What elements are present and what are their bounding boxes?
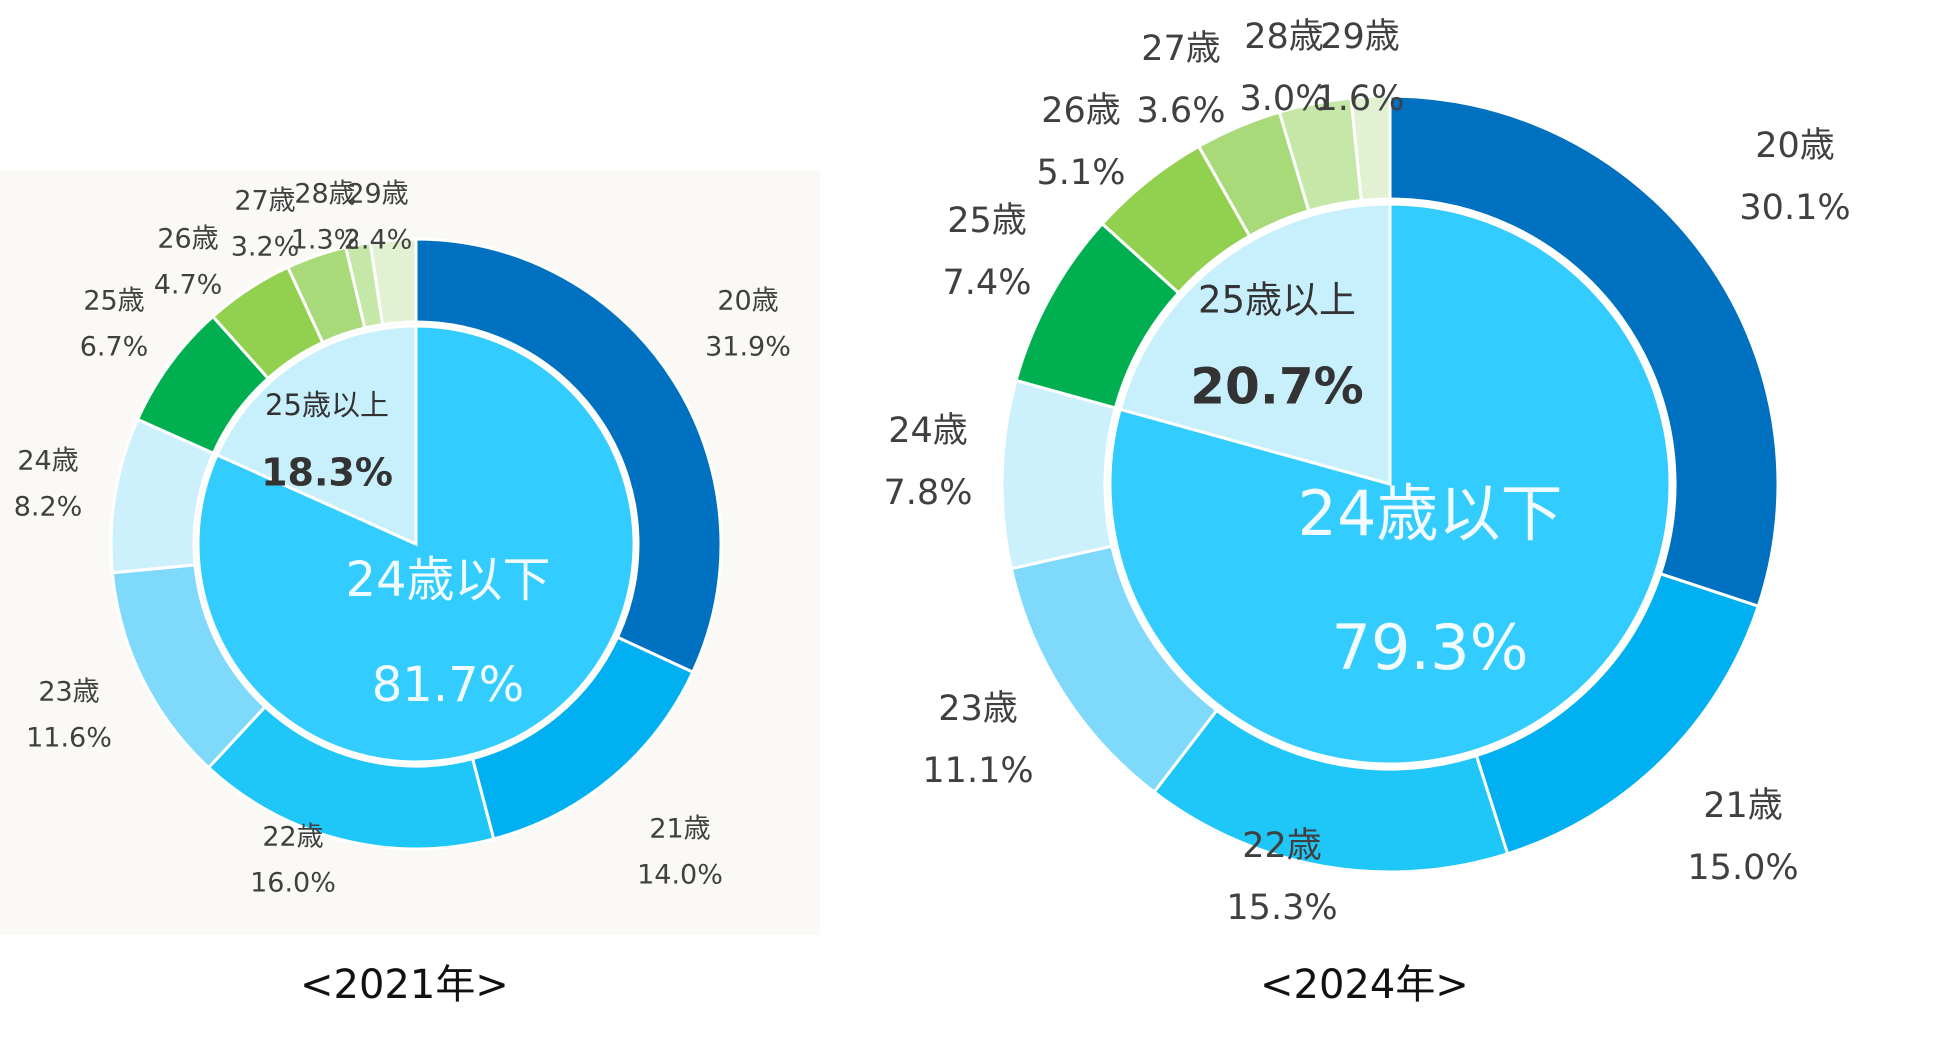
- outer-label-22: 22歳: [262, 822, 323, 853]
- outer-value-25: 6.7%: [80, 332, 149, 363]
- chart-panel-2024: 20歳 30.1% 21歳 15.0% 22歳 15.3% 23歳 11.1% 24歳 7.8% 2…: [860, 0, 1920, 950]
- outer-value-22: 16.0%: [250, 868, 336, 899]
- inner-label-25-over: 25歳以上: [1198, 279, 1356, 322]
- inner-label-24-under: 24歳以下: [1298, 477, 1563, 550]
- outer-slice-20: [1388, 94, 1780, 609]
- outer-label-27: 27歳: [1141, 29, 1221, 69]
- outer-label-20: 20歳: [1755, 126, 1835, 166]
- outer-value-23: 11.1%: [922, 751, 1033, 791]
- outer-label-26: 26歳: [157, 224, 218, 255]
- inner-value-24-under: 79.3%: [1332, 611, 1529, 684]
- outer-value-29: 2.4%: [344, 225, 413, 256]
- outer-label-20: 20歳: [717, 286, 778, 317]
- outer-value-26: 5.1%: [1037, 153, 1126, 193]
- inner-value-25-over: 18.3%: [261, 451, 393, 495]
- outer-value-23: 11.6%: [26, 723, 112, 754]
- outer-value-26: 4.7%: [154, 270, 223, 301]
- outer-value-24: 7.8%: [884, 473, 973, 513]
- outer-value-25: 7.4%: [943, 263, 1032, 303]
- outer-value-29: 1.6%: [1316, 79, 1405, 119]
- outer-value-20: 31.9%: [705, 332, 791, 363]
- outer-label-23: 23歳: [938, 689, 1018, 729]
- outer-label-24: 24歳: [888, 411, 968, 451]
- outer-value-21: 14.0%: [637, 860, 723, 891]
- chart-caption-2021: <2021年>: [300, 962, 509, 1008]
- outer-label-29: 29歳: [1320, 17, 1400, 57]
- outer-value-24: 8.2%: [14, 492, 83, 523]
- donut-chart-2021: 20歳 31.9% 21歳 14.0% 22歳 16.0% 23歳 11.6% 24歳 8.2% 2…: [14, 179, 791, 899]
- outer-value-21: 15.0%: [1687, 848, 1798, 888]
- inner-value-24-under: 81.7%: [372, 657, 524, 713]
- outer-label-23: 23歳: [38, 677, 99, 708]
- outer-label-21: 21歳: [649, 814, 710, 845]
- outer-value-20: 30.1%: [1739, 188, 1850, 228]
- inner-slice-25-over: [1118, 202, 1392, 486]
- outer-label-27: 27歳: [234, 186, 295, 217]
- outer-label-22: 22歳: [1242, 826, 1322, 866]
- outer-label-28: 28歳: [294, 179, 355, 210]
- outer-slice-24: [1000, 378, 1118, 571]
- outer-label-26: 26歳: [1041, 91, 1121, 131]
- outer-slice-20: [414, 237, 723, 675]
- donut-chart-2024: 20歳 30.1% 21歳 15.0% 22歳 15.3% 23歳 11.1% 24歳 7.8% 2…: [884, 17, 1851, 928]
- outer-label-21: 21歳: [1703, 786, 1783, 826]
- outer-label-28: 28歳: [1244, 17, 1324, 57]
- outer-value-28: 1.3%: [291, 225, 360, 256]
- inner-label-24-under: 24歳以下: [345, 552, 550, 608]
- inner-slice-25-over: [215, 324, 418, 547]
- outer-slice-29: [368, 237, 418, 327]
- outer-value-27: 3.2%: [231, 232, 300, 263]
- outer-value-27: 3.6%: [1137, 91, 1226, 131]
- outer-label-25: 25歳: [947, 201, 1027, 241]
- outer-label-24: 24歳: [17, 446, 78, 477]
- chart-caption-2024: <2024年>: [1260, 962, 1469, 1008]
- inner-value-25-over: 20.7%: [1190, 358, 1363, 416]
- outer-label-29: 29歳: [347, 179, 408, 210]
- inner-label-25-over: 25歳以上: [265, 388, 389, 422]
- chart-panel-2021: 20歳 31.9% 21歳 14.0% 22歳 16.0% 23歳 11.6% 24歳 8.2% 2…: [0, 170, 820, 935]
- outer-value-28: 3.0%: [1240, 79, 1329, 119]
- outer-value-22: 15.3%: [1226, 888, 1337, 928]
- outer-slice-29: [1349, 94, 1392, 203]
- outer-label-25: 25歳: [83, 286, 144, 317]
